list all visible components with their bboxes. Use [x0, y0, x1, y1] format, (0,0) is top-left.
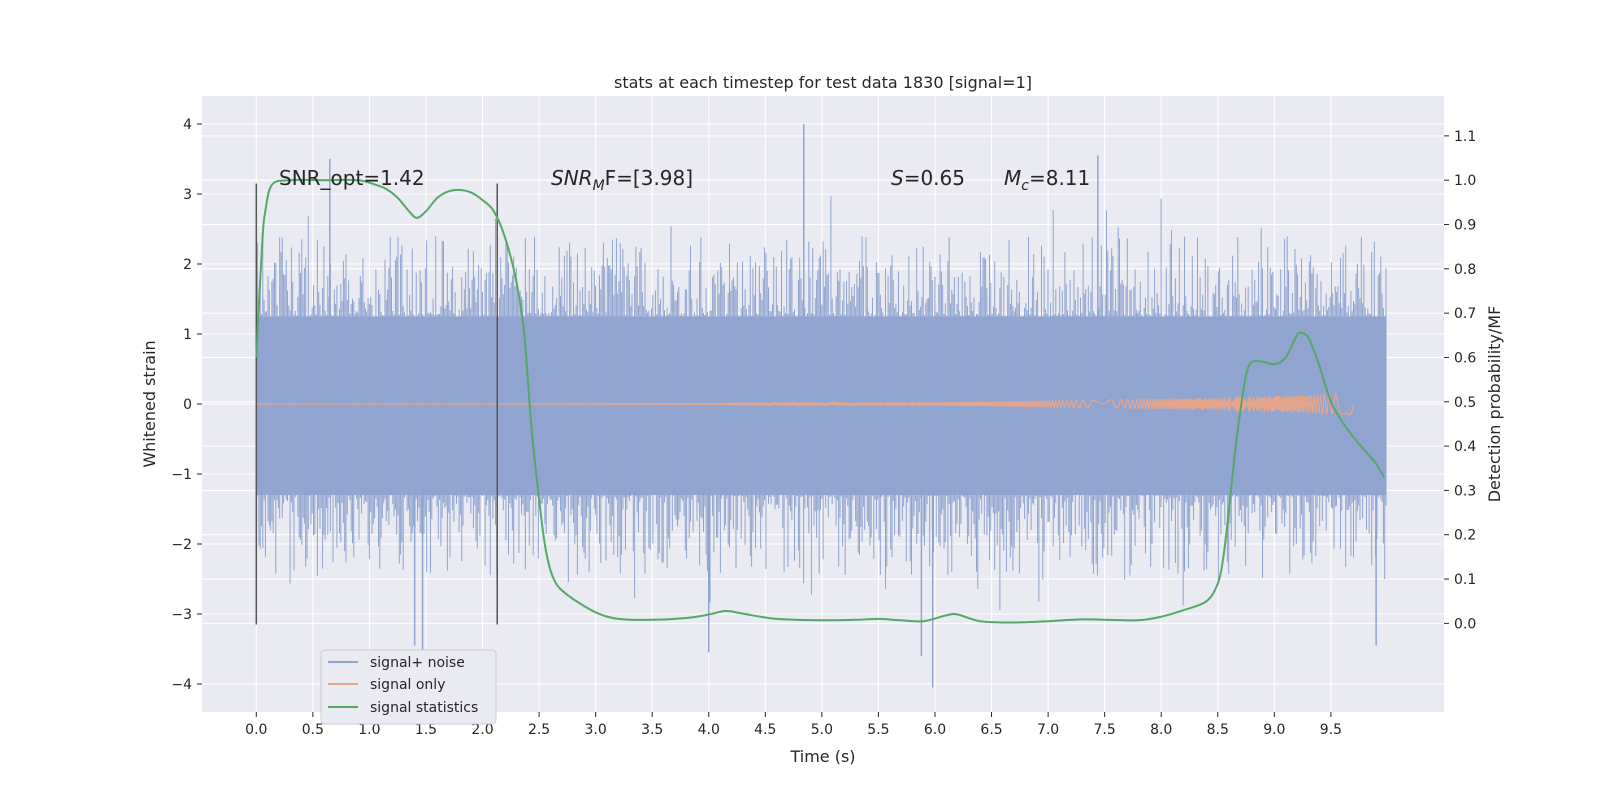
x-tick-label: 4.5 — [754, 722, 776, 738]
y-left-tick-label: −1 — [171, 467, 192, 483]
x-axis-label: Time (s) — [789, 747, 855, 766]
y-right-axis-ticks: 1.1 1.0 0.9 0.8 0.7 0.6 0.5 0.4 0.3 0.2 0.1 0.0 — [1444, 129, 1476, 632]
legend-label-stats: signal statistics — [370, 700, 478, 716]
y-right-tick-label: 0.8 — [1454, 262, 1476, 278]
y-left-axis-label: Whitened strain — [140, 340, 159, 467]
y-right-tick-label: 0.9 — [1454, 218, 1476, 234]
y-left-tick-label: 4 — [183, 117, 192, 133]
x-tick-label: 3.5 — [641, 722, 663, 738]
annotation-snr-opt: SNR_opt=1.42 — [279, 166, 425, 190]
s-symbol: S — [891, 166, 904, 190]
signal-statistics-line — [255, 178, 1385, 624]
x-tick-label: 8.5 — [1207, 722, 1229, 738]
x-tick-label: 7.0 — [1037, 722, 1059, 738]
legend: signal+ noise signal only signal statist… — [320, 649, 497, 725]
y-left-tick-label: 2 — [183, 257, 192, 273]
x-tick-label: 8.0 — [1150, 722, 1172, 738]
signal-only-line — [255, 392, 1355, 416]
y-left-tick-label: −3 — [171, 607, 192, 623]
vertical-markers — [255, 183, 498, 625]
x-tick-label: 6.5 — [980, 722, 1002, 738]
annotations: SNR_opt=1.42 SNRMF=[3.98] S=0.65 Mc=8.11 — [279, 166, 1090, 194]
y-left-tick-label: 0 — [183, 397, 192, 413]
y-left-tick-label: −2 — [171, 537, 192, 553]
x-tick-label: 1.0 — [358, 722, 380, 738]
x-tick-label: 3.0 — [585, 722, 607, 738]
y-right-tick-label: 0.0 — [1454, 616, 1476, 632]
legend-label-signal: signal only — [370, 677, 445, 693]
mc-value: =8.11 — [1029, 166, 1090, 190]
y-right-tick-label: 0.7 — [1454, 306, 1476, 322]
annotation-mc: Mc=8.11 — [1004, 166, 1090, 194]
x-tick-label: 4.0 — [698, 722, 720, 738]
y-left-axis-ticks: 4 3 2 1 0 −1 −2 −3 −4 — [171, 117, 202, 693]
snr-mf-rest: F=[3.98] — [605, 166, 693, 190]
x-tick-label: 1.5 — [415, 722, 437, 738]
y-right-tick-label: 0.4 — [1454, 439, 1476, 455]
snr-mf-base: SNR — [551, 166, 593, 190]
x-tick-label: 9.5 — [1320, 722, 1342, 738]
mc-symbol: M — [1004, 166, 1021, 190]
y-left-tick-label: 1 — [183, 327, 192, 343]
y-right-tick-label: 0.2 — [1454, 528, 1476, 544]
legend-label-noise: signal+ noise — [370, 655, 465, 671]
y-right-tick-label: 0.3 — [1454, 483, 1476, 499]
annotation-s: S=0.65 — [891, 166, 965, 190]
series-signal-statistics — [255, 178, 1385, 624]
x-tick-label: 0.0 — [245, 722, 267, 738]
x-tick-label: 5.5 — [867, 722, 889, 738]
y-right-tick-label: 1.0 — [1454, 173, 1476, 189]
x-tick-label: 5.0 — [811, 722, 833, 738]
chart-title: stats at each timestep for test data 183… — [614, 73, 1032, 92]
series-signal-only — [255, 392, 1355, 416]
y-right-axis-label: Detection probability/MF — [1485, 306, 1504, 503]
y-right-tick-label: 0.5 — [1454, 395, 1476, 411]
x-tick-label: 6.0 — [924, 722, 946, 738]
s-value: =0.65 — [904, 166, 965, 190]
legend-box — [320, 649, 497, 725]
x-tick-label: 0.5 — [302, 722, 324, 738]
y-left-tick-label: 3 — [183, 187, 192, 203]
x-axis-ticks: 0.0 0.5 1.0 1.5 2.0 2.5 3.0 3.5 4.0 4.5 5.0 5.5 6.0 6… — [245, 712, 1342, 738]
snr-mf-subscript: M — [593, 178, 605, 194]
x-tick-label: 7.5 — [1094, 722, 1116, 738]
x-tick-label: 9.0 — [1263, 722, 1285, 738]
annotation-snr-mf: SNRMF=[3.98] — [551, 166, 693, 194]
y-left-tick-label: −4 — [171, 677, 192, 693]
y-right-tick-label: 0.1 — [1454, 572, 1476, 588]
x-tick-label: 2.0 — [471, 722, 493, 738]
y-right-tick-label: 1.1 — [1454, 129, 1476, 145]
x-tick-label: 2.5 — [528, 722, 550, 738]
mc-subscript: c — [1021, 178, 1029, 194]
y-right-tick-label: 0.6 — [1454, 350, 1476, 366]
